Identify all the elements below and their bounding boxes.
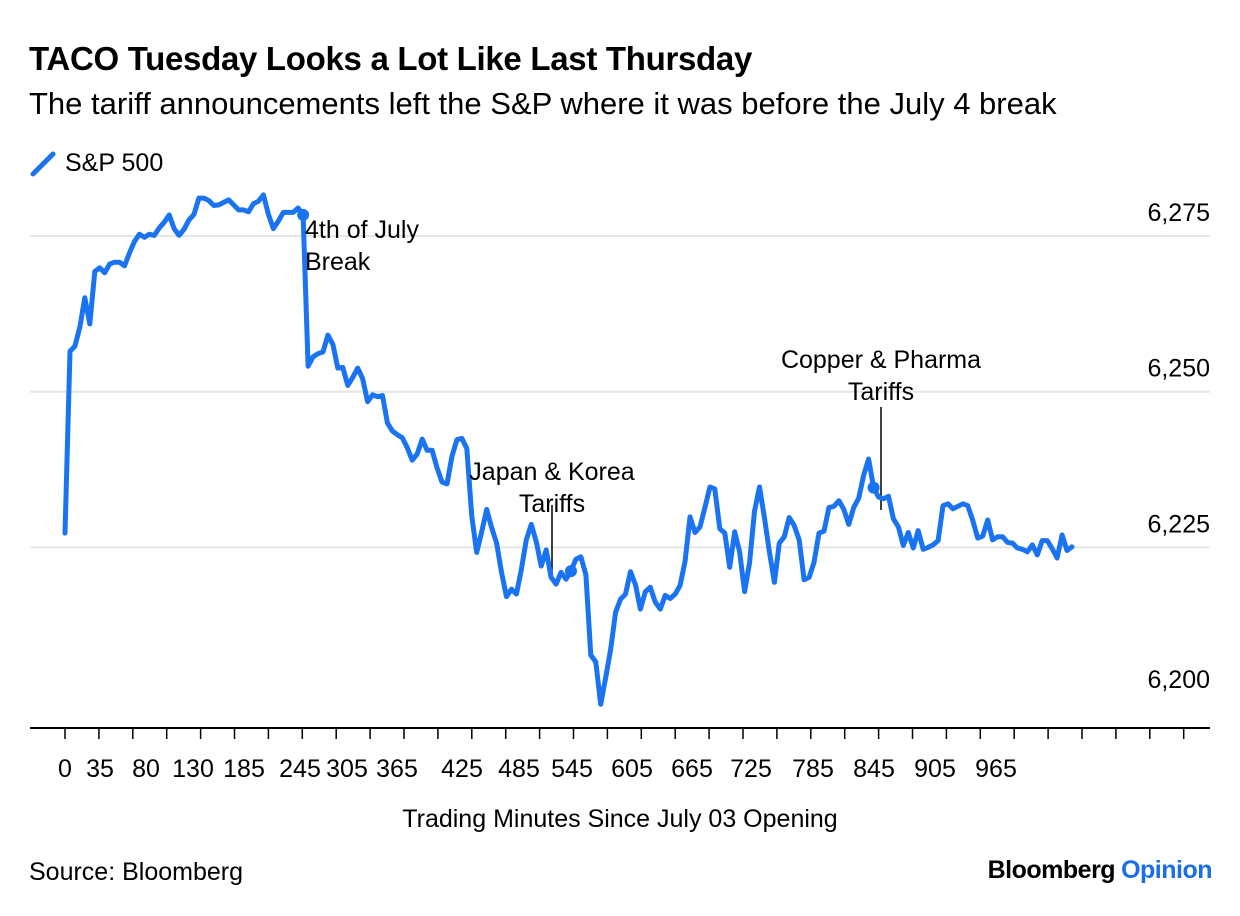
- annotation-label: Tariffs: [519, 490, 585, 518]
- x-tick-label: 185: [223, 755, 265, 783]
- legend: S&P 500: [29, 148, 163, 178]
- x-tick-label: 35: [86, 755, 114, 783]
- x-tick-label: 0: [58, 755, 72, 783]
- y-tick-label: 6,225: [1147, 510, 1210, 538]
- brand-opinion: Opinion: [1121, 856, 1212, 884]
- annotation-marker: [867, 481, 880, 494]
- x-tick-label: 80: [132, 755, 160, 783]
- annotation-marker: [297, 208, 310, 221]
- annotation-label: Tariffs: [848, 378, 914, 406]
- legend-line-swatch: [30, 151, 56, 177]
- annotation-labels: 4th of July Break Japan & Korea Tariffs Copp…: [305, 216, 981, 518]
- annotation-label: Copper & Pharma: [781, 346, 981, 374]
- annotation-label: Japan & Korea: [469, 458, 634, 486]
- chart-title: TACO Tuesday Looks a Lot Like Last Thurs…: [29, 40, 753, 77]
- series-line-sp500: [62, 192, 1075, 707]
- annotation-label: 4th of July: [305, 216, 419, 244]
- source-note: Source: Bloomberg: [29, 858, 244, 886]
- y-tick-label: 6,200: [1147, 666, 1210, 694]
- x-tick-label: 965: [975, 755, 1017, 783]
- x-tick-label: 785: [792, 755, 834, 783]
- x-axis-title: Trading Minutes Since July 03 Opening: [402, 805, 837, 833]
- x-tick-label: 545: [551, 755, 593, 783]
- y-axis-labels: 6,200 6,225 6,250 6,275: [1147, 199, 1210, 694]
- x-tick-label: 130: [172, 755, 214, 783]
- x-tick-label: 365: [376, 755, 418, 783]
- annotation-label: Break: [305, 248, 371, 276]
- x-tick-label: 305: [326, 755, 368, 783]
- brand-logo: Bloomberg Opinion: [987, 856, 1213, 885]
- annotation-leaders: [551, 407, 882, 576]
- x-tick-label: 425: [441, 755, 483, 783]
- y-tick-label: 6,250: [1147, 355, 1210, 383]
- x-tick-label: 665: [671, 755, 713, 783]
- x-tick-label: 605: [611, 755, 653, 783]
- grid-lines: [30, 235, 1210, 549]
- x-axis: 0 35 80 130 185 245 305 365 425 485 545 605 665 725 78…: [30, 727, 1210, 783]
- x-tick-label: 485: [498, 755, 540, 783]
- x-tick-label: 725: [730, 755, 772, 783]
- series-layer: [62, 192, 1075, 707]
- legend-label: S&P 500: [65, 148, 164, 177]
- brand-name: Bloomberg: [987, 856, 1116, 884]
- annotation-marker: [564, 565, 577, 578]
- y-tick-label: 6,275: [1147, 199, 1210, 227]
- chart-subtitle: The tariff announcements left the S&P wh…: [29, 86, 1057, 121]
- x-tick-label: 245: [279, 755, 321, 783]
- x-tick-label: 905: [914, 755, 956, 783]
- x-tick-label: 845: [853, 755, 895, 783]
